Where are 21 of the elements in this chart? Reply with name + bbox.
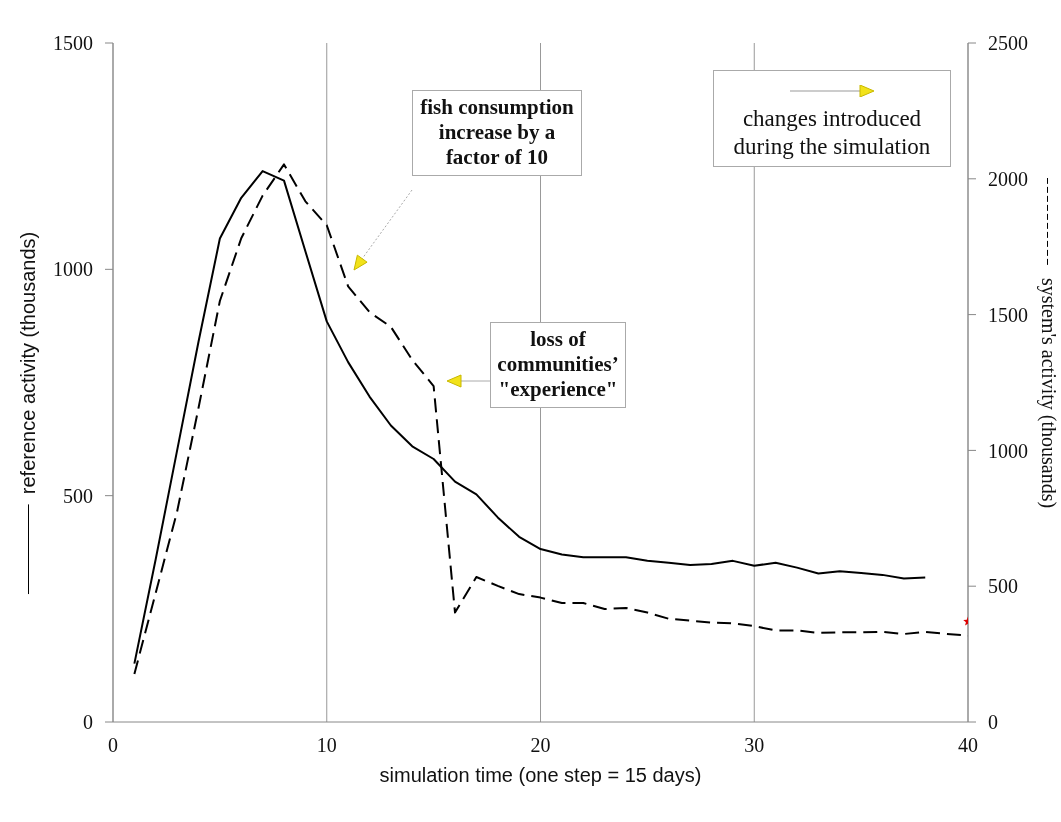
- y2-tick-label: 2000: [988, 167, 1028, 190]
- y-tick-label: 1500: [53, 32, 93, 55]
- y2-axis-title: system's activity (thousands): [1036, 277, 1060, 508]
- y-axis-title: reference activity (thousands): [16, 231, 40, 494]
- y2-tick-label: 0: [988, 711, 998, 734]
- x-tick-label: 20: [530, 734, 551, 757]
- x-tick-label: 30: [744, 734, 765, 757]
- annotation: loss of communities’ "experience": [497, 327, 619, 402]
- x-tick-label: 0: [108, 734, 118, 757]
- y-tick-label: 500: [63, 484, 93, 507]
- y-tick-label: 1000: [53, 258, 93, 281]
- annotation: changes introduced during the simulation: [733, 106, 931, 159]
- x-tick-label: 40: [958, 734, 978, 757]
- y2-tick-label: 1000: [988, 439, 1028, 462]
- annotation: fish consumption increase by a factor of 10: [420, 95, 574, 170]
- x-axis-title: simulation time (one step = 15 days): [379, 764, 702, 786]
- y2-tick-label: 1500: [988, 303, 1028, 326]
- y2-tick-label: 500: [988, 575, 1018, 598]
- y-tick-label: 0: [83, 711, 93, 734]
- y2-tick-label: 2500: [988, 32, 1028, 55]
- x-tick-label: 10: [316, 734, 337, 757]
